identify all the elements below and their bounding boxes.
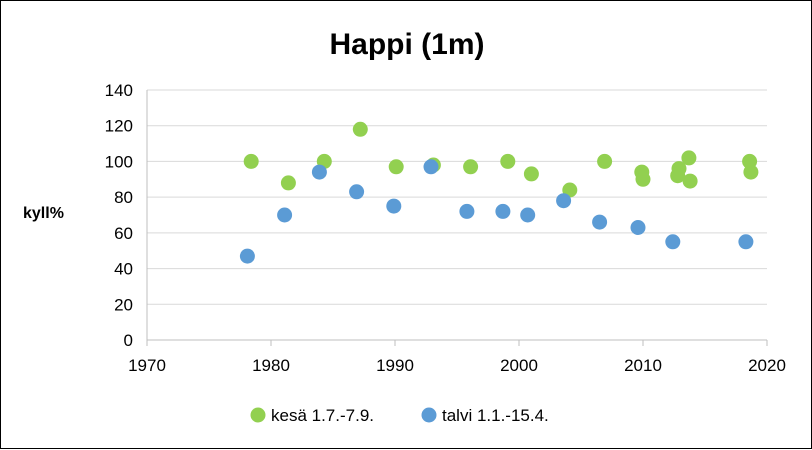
- legend-marker-0: [250, 407, 266, 423]
- point-series-0-16: [682, 173, 698, 189]
- point-series-0-10: [597, 153, 613, 169]
- point-series-0-14: [671, 161, 687, 177]
- point-series-1-9: [556, 193, 572, 209]
- point-series-0-6: [463, 159, 479, 175]
- point-series-1-0: [239, 248, 255, 264]
- point-series-0-0: [243, 153, 259, 169]
- y-tick-label: 80: [114, 188, 133, 207]
- y-tick-label: 60: [114, 224, 133, 243]
- point-series-0-4: [388, 159, 404, 175]
- x-tick-label: 2000: [500, 356, 538, 375]
- legend-label-0: kesä 1.7.-7.9.: [271, 406, 374, 425]
- legend-marker-1: [421, 407, 437, 423]
- point-series-1-6: [459, 203, 475, 219]
- axes: [146, 90, 768, 346]
- x-tick-label: 1970: [128, 356, 166, 375]
- point-series-0-7: [500, 153, 516, 169]
- point-series-1-2: [311, 164, 327, 180]
- point-series-1-1: [277, 207, 293, 223]
- point-series-0-15: [681, 150, 697, 166]
- point-series-1-7: [495, 203, 511, 219]
- y-tick-label: 0: [124, 331, 133, 350]
- point-series-1-5: [423, 159, 439, 175]
- y-tick-label: 100: [105, 152, 133, 171]
- data-points: [239, 121, 759, 264]
- point-series-0-12: [635, 171, 651, 187]
- y-tick-label: 40: [114, 260, 133, 279]
- gridlines: [147, 89, 767, 305]
- chart-title: Happi (1m): [329, 28, 484, 61]
- point-series-1-3: [349, 184, 365, 200]
- x-tick-label: 1990: [376, 356, 414, 375]
- point-series-1-4: [386, 198, 402, 214]
- y-axis-label: kyll%: [23, 205, 64, 222]
- point-series-1-13: [738, 234, 754, 250]
- point-series-1-8: [520, 207, 536, 223]
- y-tick-label: 20: [114, 295, 133, 314]
- point-series-0-8: [523, 166, 539, 182]
- y-tick-label: 140: [105, 81, 133, 100]
- tick-labels: 0 20 40 60 80 100 120 140 1970 1980 1990 2000 2010 20…: [105, 81, 786, 375]
- y-tick-label: 120: [105, 117, 133, 136]
- legend: kesä 1.7.-7.9. talvi 1.1.-15.4.: [250, 406, 549, 425]
- legend-label-1: talvi 1.1.-15.4.: [442, 406, 549, 425]
- point-series-1-11: [630, 220, 646, 235]
- x-tick-label: 2020: [748, 356, 786, 375]
- point-series-0-1: [280, 175, 296, 191]
- point-series-1-10: [592, 214, 608, 230]
- point-series-0-18: [743, 164, 759, 180]
- point-series-0-3: [352, 121, 368, 137]
- point-series-1-12: [665, 234, 681, 250]
- x-tick-label: 2010: [624, 356, 662, 375]
- x-tick-label: 1980: [252, 356, 290, 375]
